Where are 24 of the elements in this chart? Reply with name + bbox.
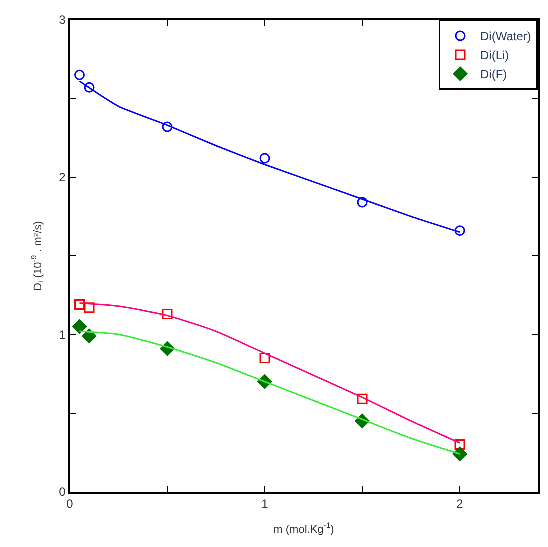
x-axis-title: m (mol.Kg$^{-1}$): [274, 521, 334, 536]
y-tick-label: 1: [59, 328, 66, 342]
legend-label: Di(Li): [480, 48, 510, 63]
y-tick-label: 2: [59, 170, 66, 185]
point: [357, 394, 368, 404]
point: [82, 328, 97, 344]
point: [84, 82, 95, 93]
point: [162, 122, 173, 132]
point: [454, 226, 466, 236]
point: [162, 308, 173, 320]
x-tick-label: 1: [262, 497, 269, 512]
y-tick-label: 3: [59, 13, 66, 28]
point: [74, 70, 85, 80]
point: [454, 440, 466, 450]
legend-label: Di(F): [480, 68, 508, 82]
point: [72, 320, 87, 334]
y-tick-label: 0: [59, 485, 66, 500]
point: [260, 353, 270, 364]
x-tick-label: 2: [456, 497, 464, 512]
point: [260, 153, 270, 164]
point: [74, 300, 85, 310]
legend-label: Di(Water): [480, 30, 532, 44]
point: [357, 197, 368, 208]
point: [84, 302, 95, 314]
